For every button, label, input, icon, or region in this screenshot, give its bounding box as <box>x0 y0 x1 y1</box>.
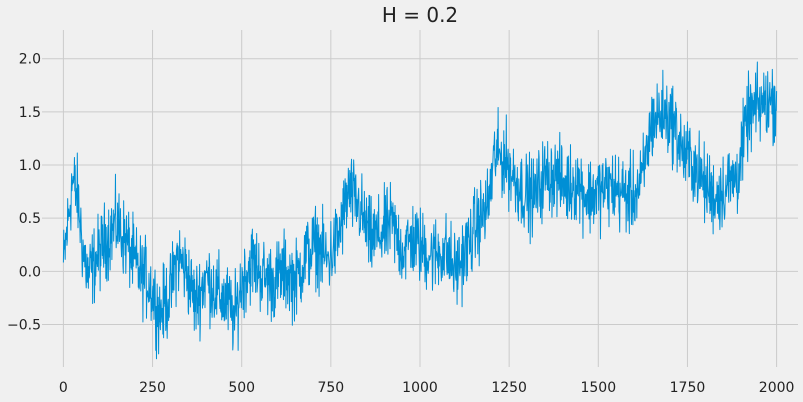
y-tick-label: 2.0 <box>19 52 41 68</box>
x-tick-label: 250 <box>139 380 166 396</box>
y-axis-ticks: −0.5 0.0 0.5 1.0 1.5 2.0 <box>7 52 41 334</box>
x-tick-label: 1750 <box>670 380 706 396</box>
chart-title: H = 0.2 <box>382 3 458 27</box>
x-tick-label: 500 <box>228 380 255 396</box>
x-tick-label: 1250 <box>491 380 527 396</box>
series-line <box>62 61 778 360</box>
x-tick-label: 1000 <box>402 380 438 396</box>
y-tick-label: 0.5 <box>19 211 41 227</box>
y-tick-label: 0.0 <box>19 264 41 280</box>
y-tick-label: 1.0 <box>19 158 41 174</box>
x-tick-label: 0 <box>59 380 68 396</box>
x-tick-label: 2000 <box>759 380 795 396</box>
y-tick-label: 1.5 <box>19 105 41 121</box>
x-tick-label: 1500 <box>580 380 616 396</box>
series-layer <box>62 61 778 360</box>
x-tick-label: 750 <box>317 380 344 396</box>
y-tick-label: −0.5 <box>7 317 41 333</box>
x-axis-ticks: 0 250 500 750 1000 1250 1500 1750 2000 <box>59 380 794 396</box>
